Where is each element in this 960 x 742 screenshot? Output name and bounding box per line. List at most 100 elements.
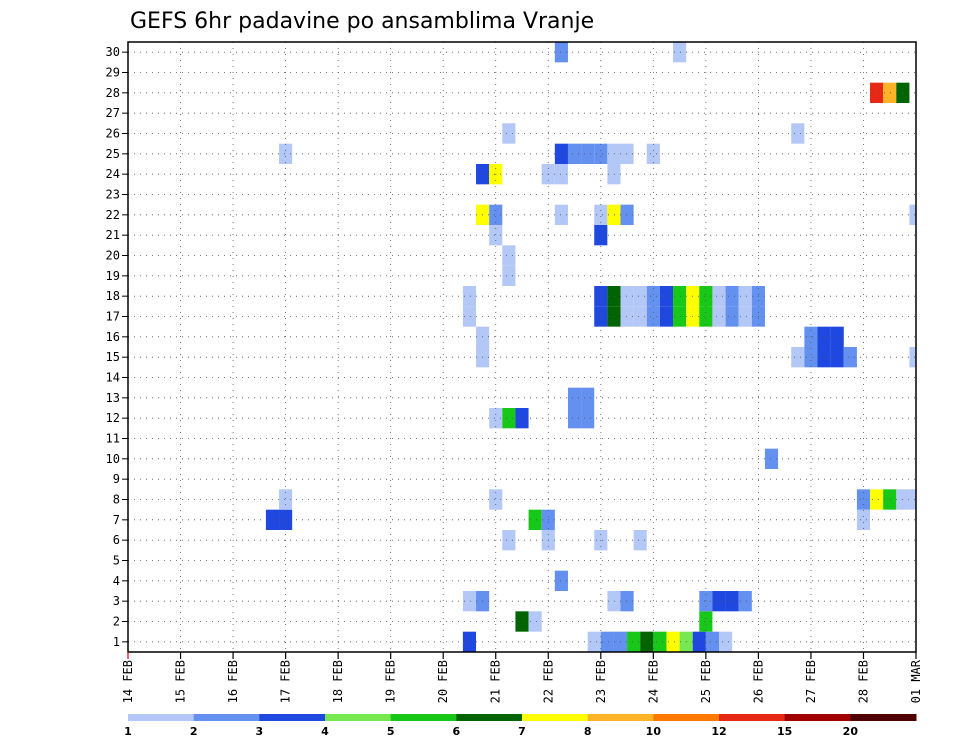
heatmap-cell bbox=[567, 143, 582, 164]
x-tick-label: 01 MAR bbox=[909, 659, 923, 703]
heatmap-cell bbox=[646, 306, 660, 327]
y-tick-label: 17 bbox=[106, 310, 120, 324]
y-tick-label: 7 bbox=[113, 513, 120, 527]
heatmap-cell bbox=[843, 347, 857, 368]
heatmap-cell bbox=[462, 631, 477, 652]
y-tick-label: 2 bbox=[113, 615, 120, 629]
heatmap-cell bbox=[607, 164, 621, 185]
heatmap-cell bbox=[581, 143, 595, 164]
heatmap-cell bbox=[870, 82, 884, 103]
y-tick-label: 18 bbox=[106, 289, 120, 303]
chart-title: GEFS 6hr padavine po ansamblima Vranje bbox=[130, 9, 594, 34]
y-tick-label: 20 bbox=[106, 249, 120, 263]
heatmap-cell bbox=[633, 306, 647, 327]
colorbar-label: 15 bbox=[777, 725, 792, 738]
heatmap-cell bbox=[738, 591, 752, 612]
colorbar-segment bbox=[456, 714, 523, 721]
colorbar-label: 4 bbox=[321, 725, 329, 738]
heatmap-cell bbox=[856, 509, 871, 530]
heatmap-cell bbox=[554, 42, 568, 63]
y-tick-label: 22 bbox=[106, 208, 120, 222]
y-tick-label: 14 bbox=[106, 371, 120, 385]
colorbar-label: 6 bbox=[453, 725, 461, 738]
heatmap-cell bbox=[600, 631, 614, 652]
x-tick-label: 21 FEB bbox=[489, 660, 503, 703]
heatmap-cell bbox=[489, 408, 503, 429]
heatmap-cell bbox=[607, 143, 621, 164]
colorbar-segment bbox=[128, 714, 195, 721]
heatmap-cell bbox=[620, 143, 634, 164]
heatmap-cell bbox=[699, 611, 713, 632]
heatmap-cell bbox=[699, 591, 713, 612]
heatmap-cell bbox=[725, 306, 739, 327]
colorbar-label: 10 bbox=[646, 725, 662, 738]
y-tick-label: 19 bbox=[106, 269, 120, 283]
heatmap-cell bbox=[279, 143, 293, 164]
heatmap-cell bbox=[554, 570, 568, 591]
colorbar-segment bbox=[193, 714, 260, 721]
y-tick-label: 28 bbox=[106, 86, 120, 100]
x-tick-label: 17 FEB bbox=[279, 660, 293, 703]
x-tick-label: 22 FEB bbox=[541, 660, 555, 703]
colorbar-label: 8 bbox=[584, 725, 592, 738]
colorbar-label: 12 bbox=[711, 725, 726, 738]
heatmap-cell bbox=[725, 286, 739, 307]
colorbar: 1 2 3 4 5 6 7 8 10 12 15 20 bbox=[124, 714, 917, 738]
heatmap-cell bbox=[804, 347, 818, 368]
heatmap-cell bbox=[279, 489, 293, 510]
plot-frame bbox=[127, 41, 917, 653]
heatmap-cell bbox=[620, 591, 634, 612]
heatmap-cell bbox=[462, 286, 477, 307]
colorbar-label: 20 bbox=[843, 725, 859, 738]
heatmap-cell bbox=[515, 408, 529, 429]
heatmap-cell bbox=[646, 286, 660, 307]
colorbar-segment bbox=[259, 714, 326, 721]
heatmap-cell bbox=[633, 286, 647, 307]
heatmap-cell bbox=[594, 225, 608, 246]
colorbar-segment bbox=[587, 714, 654, 721]
y-tick-label: 10 bbox=[106, 452, 120, 466]
x-tick-label: 14 FEB bbox=[121, 660, 135, 703]
y-tick-label: 16 bbox=[106, 330, 120, 344]
heatmap-cell bbox=[830, 347, 844, 368]
y-tick-label: 23 bbox=[106, 188, 120, 202]
heatmap-cell bbox=[909, 347, 916, 368]
heatmap-cell bbox=[587, 631, 601, 652]
heatmap-cell bbox=[594, 143, 608, 164]
y-tick-label: 29 bbox=[106, 66, 120, 80]
colorbar-segment bbox=[719, 714, 786, 721]
heatmap-cell bbox=[659, 306, 674, 327]
heatmap-cell bbox=[666, 631, 680, 652]
heatmap-cell bbox=[620, 286, 634, 307]
y-tick-label: 27 bbox=[106, 106, 120, 120]
heatmap-cell bbox=[909, 204, 916, 225]
heatmap-cell bbox=[554, 143, 568, 164]
heatmap-cell bbox=[883, 489, 897, 510]
y-tick-label: 8 bbox=[113, 493, 120, 507]
heatmap-cell bbox=[581, 387, 595, 408]
heatmap-cell bbox=[791, 347, 805, 368]
heatmap-cell bbox=[719, 631, 733, 652]
y-tick-label: 21 bbox=[106, 228, 120, 242]
x-tick-label: 20 FEB bbox=[436, 660, 450, 703]
heatmap-cell bbox=[673, 306, 687, 327]
heatmap-cell bbox=[581, 408, 595, 429]
colorbar-segment bbox=[390, 714, 457, 721]
colorbar-label: 7 bbox=[518, 725, 526, 738]
y-tick-label: 25 bbox=[106, 147, 120, 161]
heatmap-cell bbox=[502, 408, 516, 429]
heatmap-cell bbox=[554, 164, 568, 185]
y-tick-label: 24 bbox=[106, 167, 120, 181]
heatmap-cell bbox=[607, 306, 621, 327]
x-tick-label: 16 FEB bbox=[226, 660, 240, 703]
heatmap-cell bbox=[489, 204, 503, 225]
y-tick-label: 3 bbox=[113, 594, 120, 608]
colorbar-label: 1 bbox=[124, 725, 132, 738]
heatmap-cell bbox=[489, 489, 503, 510]
heatmap-cell bbox=[659, 286, 674, 307]
heatmap-cell bbox=[673, 42, 687, 63]
colorbar-segment bbox=[522, 714, 589, 721]
x-tick-label: 23 FEB bbox=[594, 660, 608, 703]
heatmap-cell bbox=[646, 143, 660, 164]
heatmap-cell bbox=[462, 591, 477, 612]
